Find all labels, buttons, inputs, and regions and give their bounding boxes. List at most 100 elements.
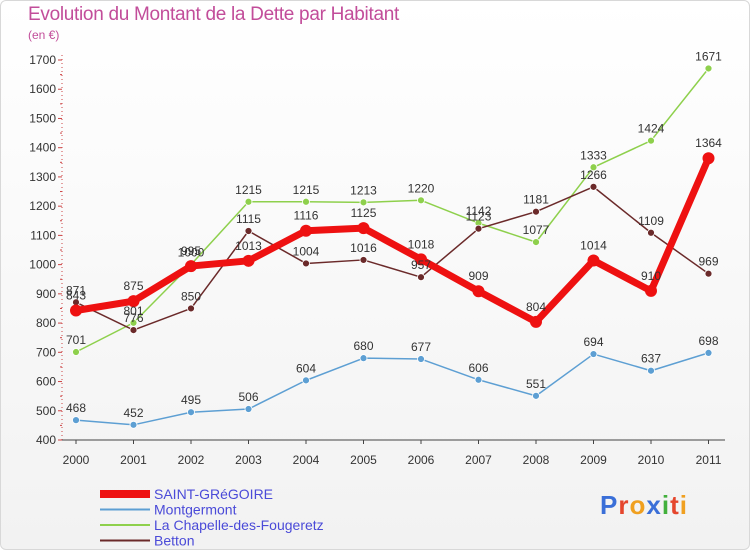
y-tick-label: 1500 (29, 111, 56, 125)
data-point (704, 348, 713, 357)
data-label: 1004 (293, 244, 320, 258)
data-point (532, 207, 540, 216)
data-point (72, 348, 80, 356)
data-point (187, 304, 195, 313)
x-tick-label: 2001 (120, 453, 147, 467)
y-tick-label: 1100 (30, 228, 56, 242)
y-tick-label: 500 (36, 404, 56, 418)
data-label: 677 (411, 340, 431, 354)
series-montgermont (72, 348, 713, 429)
chart-subtitle: (en €) (28, 28, 60, 42)
data-label: 1115 (236, 212, 261, 226)
logo-letter: i (679, 490, 688, 520)
data-label: 1671 (695, 49, 722, 63)
data-label: 506 (238, 390, 258, 404)
x-tick-label: 2008 (523, 453, 550, 467)
data-point (302, 259, 310, 268)
series-line (75, 156, 712, 326)
data-label: 1333 (580, 148, 607, 162)
data-point (72, 416, 80, 425)
data-label: 637 (641, 352, 661, 366)
y-tick-label: 1700 (29, 53, 56, 67)
data-point (589, 163, 598, 172)
data-label: 1016 (350, 241, 377, 255)
legend-entry: Montgermont (154, 502, 237, 518)
data-label: 909 (468, 269, 488, 283)
legend-entry: La Chapelle-des-Fougeretz (154, 517, 324, 533)
legend-entry: Betton (154, 533, 194, 549)
data-point (472, 285, 485, 298)
x-tick-label: 2009 (580, 453, 607, 467)
data-point (704, 269, 713, 278)
series-line (75, 68, 710, 353)
data-label: 1077 (523, 223, 550, 237)
x-tick-label: 2005 (350, 453, 377, 467)
data-point (244, 405, 253, 413)
data-label: 495 (181, 393, 201, 407)
chart-series (70, 64, 715, 429)
x-tick-label: 2011 (696, 453, 722, 467)
chart-axes: 400 500 600 700 800 900 1000 1100 1200 1300 1400 15… (29, 53, 725, 467)
data-point (359, 198, 368, 207)
data-point (532, 238, 540, 247)
data-label: 776 (123, 311, 143, 325)
data-point (417, 196, 425, 205)
data-point (704, 64, 713, 73)
data-label: 452 (123, 406, 143, 420)
data-label: 551 (526, 377, 546, 391)
legend-entry: SAINT-GRéGOIRE (154, 486, 273, 502)
x-tick-label: 2002 (178, 453, 205, 467)
data-label: 1116 (294, 209, 319, 223)
data-label: 804 (526, 300, 546, 314)
y-tick-label: 1600 (29, 82, 56, 96)
data-label: 1424 (638, 122, 665, 136)
data-label: 1125 (351, 206, 377, 220)
data-point (474, 224, 483, 233)
series-line (75, 186, 709, 331)
data-point (359, 354, 368, 363)
data-point (244, 227, 253, 235)
logo-letter: i (661, 490, 671, 520)
logo-letter: r (618, 490, 630, 520)
data-label: 694 (583, 335, 603, 349)
data-point (127, 295, 140, 308)
data-label: 1266 (580, 168, 607, 182)
data-label: 969 (698, 255, 718, 269)
data-point (532, 391, 540, 400)
data-label: 801 (123, 304, 143, 318)
data-label: 680 (353, 339, 373, 353)
data-point (129, 420, 138, 429)
series-saint-gregoire (70, 152, 715, 328)
data-point (647, 228, 655, 237)
data-label: 1364 (695, 136, 722, 150)
data-point (417, 355, 425, 363)
data-label: 1109 (638, 214, 664, 228)
y-tick-label: 900 (36, 287, 56, 301)
data-label: 604 (296, 361, 316, 375)
x-tick-label: 2003 (235, 453, 262, 467)
data-point (357, 222, 370, 235)
data-point (474, 375, 483, 384)
data-point (589, 350, 598, 358)
y-tick-label: 400 (36, 433, 56, 447)
data-point (302, 376, 310, 385)
data-label: 875 (123, 279, 143, 293)
data-label: 1000 (178, 246, 205, 260)
data-label: 995 (181, 244, 201, 258)
data-label: 1013 (235, 239, 262, 253)
proxiti-logo: Proxiti (600, 490, 688, 521)
data-point (647, 136, 655, 145)
data-label: 1215 (293, 183, 320, 197)
data-label: 843 (66, 289, 86, 303)
data-label: 468 (66, 401, 86, 415)
x-tick-label: 2010 (638, 453, 665, 467)
data-point (530, 315, 542, 328)
data-label: 910 (641, 269, 661, 283)
data-point (187, 408, 195, 417)
data-label: 1181 (523, 193, 549, 207)
data-label: 1014 (580, 239, 607, 253)
data-label: 698 (698, 334, 718, 348)
data-point (587, 254, 600, 267)
data-label: 1142 (466, 204, 492, 218)
